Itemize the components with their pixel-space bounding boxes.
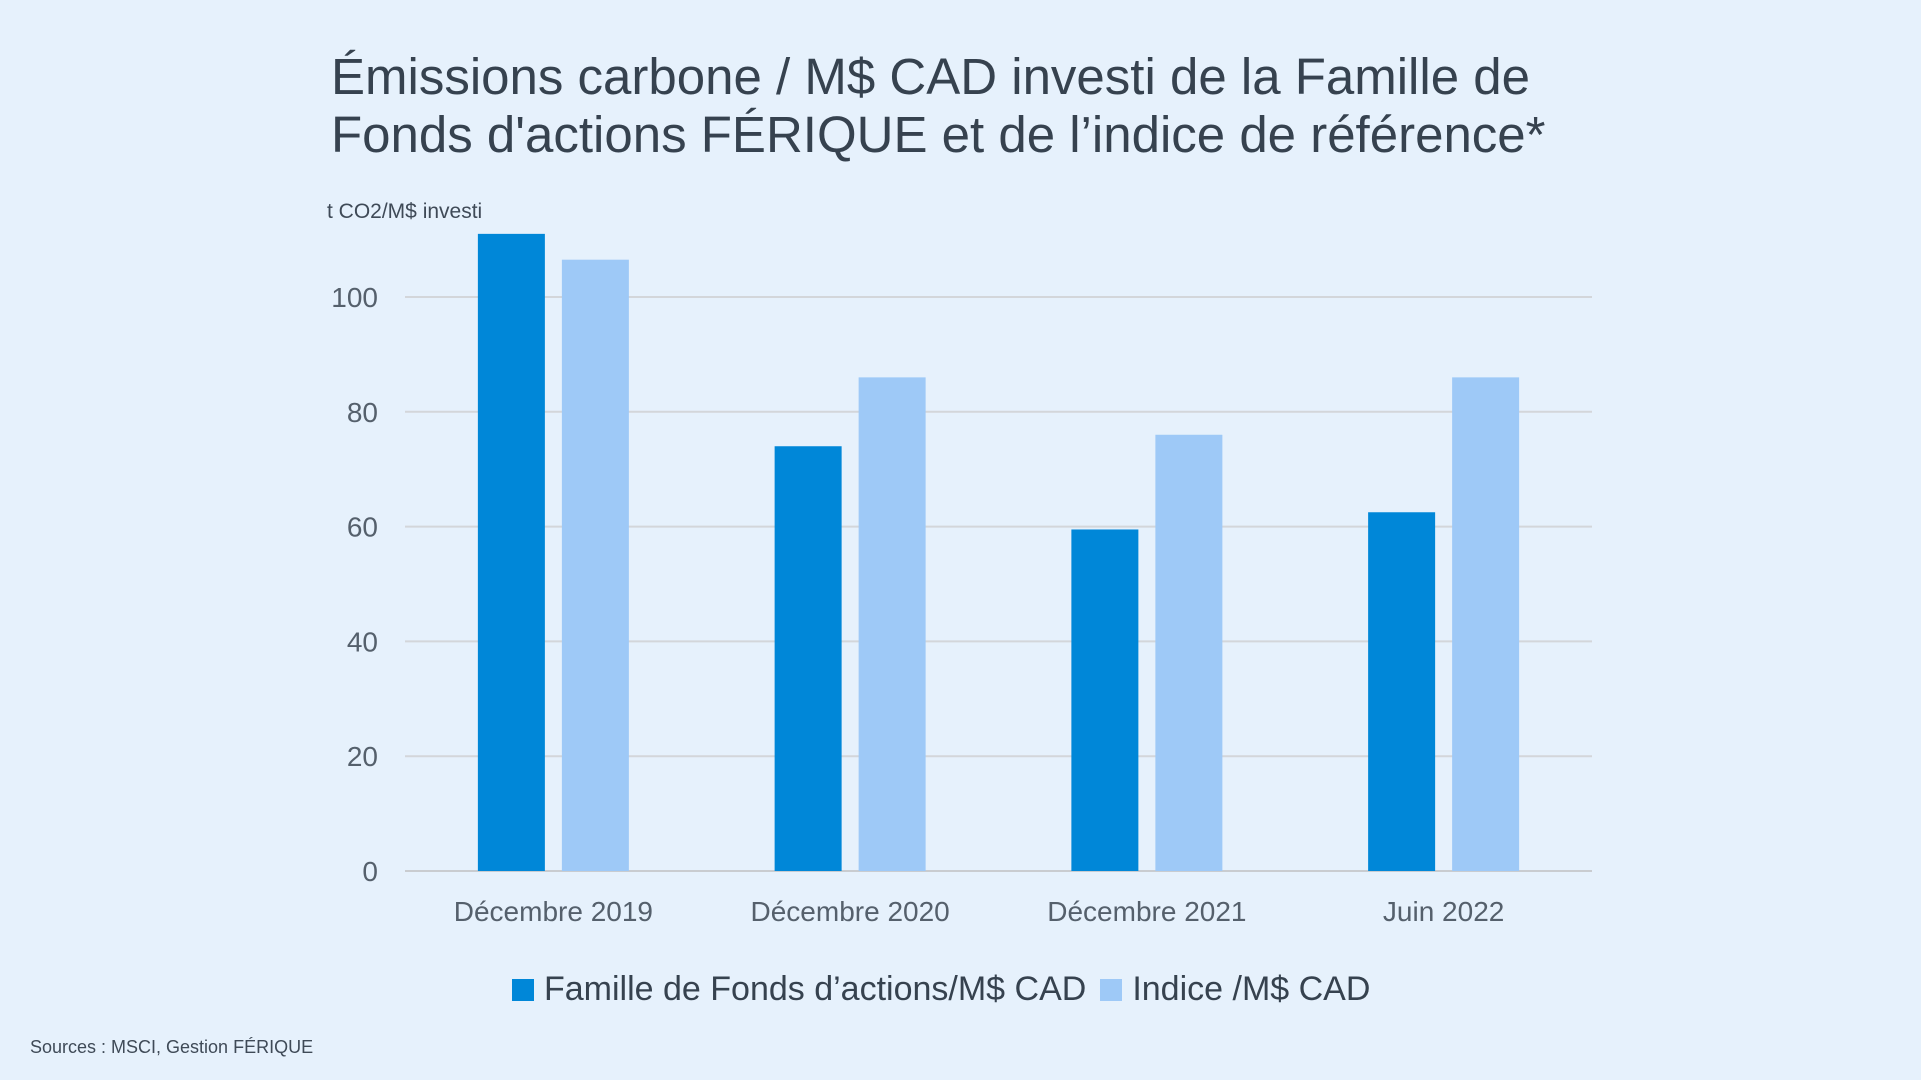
bar-index (561, 259, 629, 871)
chart-title: Émissions carbone / M$ CAD investi de la… (331, 48, 1631, 164)
bar-fund (1071, 529, 1139, 871)
y-tick-label: 20 (347, 741, 378, 772)
legend: Famille de Fonds d’actions/M$ CAD Indice… (512, 970, 1384, 1009)
y-tick-label: 60 (347, 512, 378, 543)
legend-item-index: Indice /M$ CAD (1100, 970, 1370, 1009)
chart-title-line-2: Fonds d'actions FÉRIQUE et de l’indice d… (331, 106, 1546, 163)
source-note: Sources : MSCI, Gestion FÉRIQUE (30, 1037, 314, 1057)
y-tick-label: 40 (347, 626, 378, 657)
x-tick-label: Décembre 2020 (751, 896, 950, 927)
y-tick-label: 100 (331, 282, 378, 313)
legend-item-fund: Famille de Fonds d’actions/M$ CAD (512, 970, 1086, 1009)
x-tick-label: Décembre 2019 (454, 896, 653, 927)
bar-index (858, 377, 926, 871)
x-tick-label: Juin 2022 (1383, 896, 1504, 927)
x-tick-label: Décembre 2021 (1047, 896, 1246, 927)
bar-fund (774, 446, 842, 871)
bar-index (1155, 434, 1223, 871)
bar-fund (1368, 512, 1436, 871)
legend-swatch-fund (512, 978, 534, 1001)
legend-label-fund: Famille de Fonds d’actions/M$ CAD (544, 970, 1087, 1008)
y-tick-label: 80 (347, 397, 378, 428)
bar-fund (477, 233, 545, 872)
legend-swatch-index (1100, 978, 1123, 1001)
bar-index (1452, 377, 1520, 871)
legend-label-index: Indice /M$ CAD (1132, 970, 1371, 1008)
y-axis-label: t CO2/M$ investi (327, 200, 483, 223)
chart-title-line-1: Émissions carbone / M$ CAD investi de la… (331, 48, 1530, 105)
y-tick-label: 0 (362, 856, 378, 887)
